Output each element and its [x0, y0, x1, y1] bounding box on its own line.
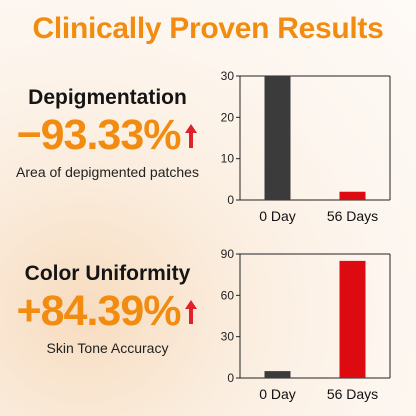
metric-value-row: −93.33% [0, 111, 215, 159]
x-tick-label: 56 Days [327, 386, 378, 402]
y-tick-label: 30 [221, 69, 235, 83]
y-tick-label: 30 [221, 330, 235, 344]
y-tick-label: 0 [227, 371, 234, 385]
x-tick-label: 0 Day [259, 386, 296, 402]
y-tick-label: 60 [221, 288, 235, 302]
y-tick-label: 20 [221, 110, 235, 124]
x-tick-label: 0 Day [259, 208, 296, 224]
metric-description: Skin Tone Accuracy [46, 340, 169, 357]
metric-block-color-uniformity: Color Uniformity +84.39% Skin Tone Accur… [0, 262, 215, 357]
metric-name: Color Uniformity [24, 262, 191, 285]
metric-value: +84.39% [16, 287, 182, 335]
y-tick-label: 10 [221, 152, 235, 166]
color-uniformity-bar-chart: 0 30 60 90 0 Day 56 Days [221, 247, 391, 402]
metric-description: Area of depigmented patches [16, 164, 199, 181]
metric-block-depigmentation: Depigmentation −93.33% Area of depigment… [0, 86, 215, 181]
red-up-arrow-icon [185, 123, 198, 148]
bar [339, 260, 366, 378]
page-title: Clinically Proven Results [32, 12, 384, 45]
depigmentation-bar-chart: 0 10 20 30 0 Day 56 Days [221, 69, 391, 224]
metric-name: Depigmentation [28, 86, 187, 109]
metric-value-row: +84.39% [0, 287, 215, 335]
bar [264, 371, 291, 378]
bar [339, 191, 366, 200]
x-tick-label: 56 Days [327, 208, 378, 224]
metric-value: −93.33% [16, 111, 182, 159]
y-tick-label: 0 [227, 193, 234, 207]
red-up-arrow-icon [185, 299, 198, 324]
bar [264, 76, 291, 200]
y-tick-label: 90 [221, 247, 235, 261]
